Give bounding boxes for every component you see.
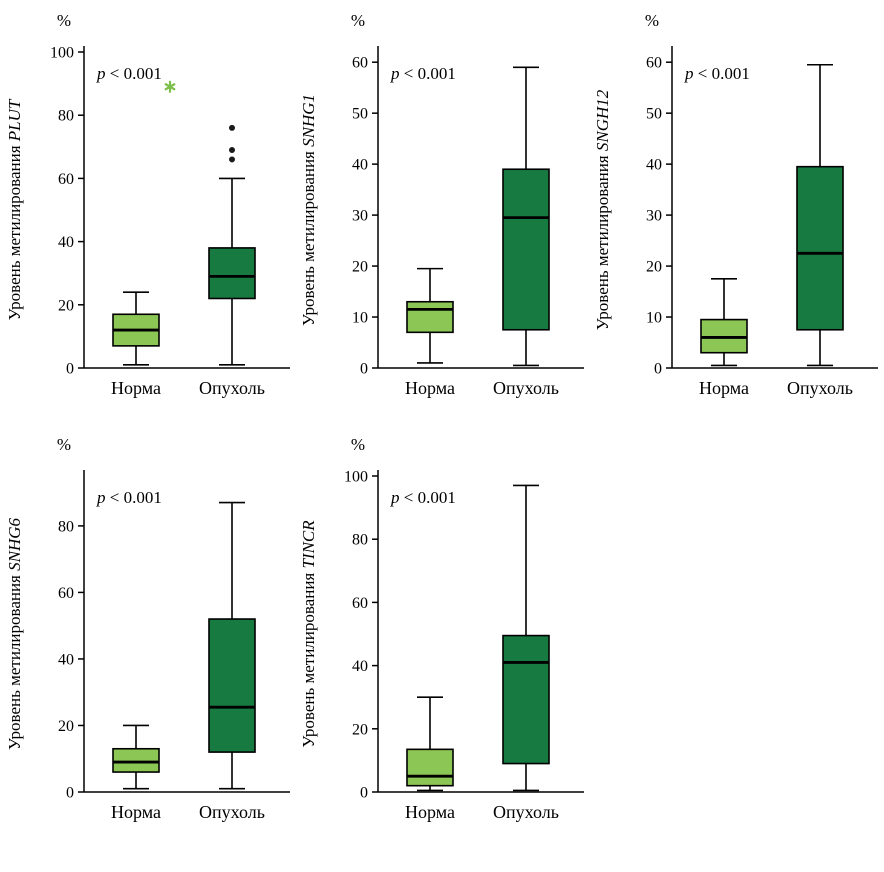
- y-tick-label: 0: [66, 361, 74, 378]
- category-label: Опухоль: [199, 378, 265, 398]
- category-label: Норма: [405, 802, 455, 822]
- y-tick-label: 40: [58, 234, 74, 251]
- category-label: Норма: [405, 378, 455, 398]
- y-tick-label: 20: [646, 259, 662, 276]
- box-opukhol: [502, 66, 550, 367]
- y-tick-label: 20: [58, 297, 74, 314]
- iqr-box: [208, 618, 256, 753]
- p-value-label: p < 0.001: [96, 64, 162, 83]
- y-tick-label: 10: [352, 310, 368, 327]
- box-opukhol: [502, 484, 550, 792]
- p-value-label: p < 0.001: [96, 488, 162, 507]
- panel-snhg1: % 0 10 20 30 40 50 60 Уровень метилирования SNHG…: [296, 6, 590, 430]
- category-label: Норма: [699, 378, 749, 398]
- extreme-outlier-star: [164, 83, 176, 91]
- y-tick-label: 60: [352, 595, 368, 612]
- y-tick-label: 20: [58, 718, 74, 735]
- y-tick-label: 80: [58, 108, 74, 125]
- y-tick-label: 60: [58, 585, 74, 602]
- y-tick-label: 20: [352, 259, 368, 276]
- unit-label: %: [57, 11, 71, 30]
- y-axis-title: Уровень метилирования SNHG1: [299, 94, 318, 326]
- y-tick-label: 40: [352, 658, 368, 675]
- box-norma: [700, 278, 748, 367]
- boxplot-svg-snhg6: % 0 20 40 60 80 Уровень метилирования SNHG6 p <…: [5, 435, 290, 822]
- outlier-point: [229, 124, 235, 131]
- y-tick-label: 40: [646, 157, 662, 174]
- y-tick-label: 10: [646, 310, 662, 327]
- box-norma: [406, 696, 454, 792]
- y-tick-label: 100: [344, 469, 368, 486]
- boxplot-svg-sngh12: % 0 10 20 30 40 50 60 Уровень метилирования SNGH…: [593, 11, 878, 398]
- panel-sngh12: % 0 10 20 30 40 50 60 Уровень метилирования SNGH…: [590, 6, 884, 430]
- p-value-label: p < 0.001: [390, 64, 456, 83]
- category-label: Опухоль: [199, 802, 265, 822]
- y-tick-label: 100: [50, 45, 74, 62]
- unit-label: %: [57, 435, 71, 454]
- category-label: Опухоль: [493, 802, 559, 822]
- y-tick-label: 20: [352, 721, 368, 738]
- category-label: Опухоль: [787, 378, 853, 398]
- p-value-label: p < 0.001: [390, 488, 456, 507]
- y-axis-title: Уровень метилирования SNGH12: [593, 89, 612, 330]
- y-tick-label: 40: [352, 157, 368, 174]
- iqr-box: [112, 747, 160, 773]
- p-value-label: p < 0.001: [684, 64, 750, 83]
- box-norma: [406, 267, 454, 364]
- boxplot-svg-tincr: % 0 20 40 60 80 100 Уровень метилирования TINCR…: [299, 435, 584, 822]
- y-axis-title: Уровень метилирования TINCR: [299, 520, 318, 748]
- box-norma: [112, 80, 176, 366]
- category-label: Опухоль: [493, 378, 559, 398]
- box-opukhol: [796, 63, 844, 367]
- y-tick-label: 60: [352, 55, 368, 72]
- iqr-box: [208, 247, 256, 300]
- y-tick-label: 40: [58, 651, 74, 668]
- y-tick-label: 30: [352, 208, 368, 225]
- y-tick-label: 80: [352, 532, 368, 549]
- y-axis-title: Уровень метилирования SNHG6: [5, 517, 24, 750]
- boxplot-svg-snhg1: % 0 10 20 30 40 50 60 Уровень метилирования SNHG…: [299, 11, 584, 398]
- unit-label: %: [645, 11, 659, 30]
- iqr-box: [406, 300, 454, 334]
- unit-label: %: [351, 11, 365, 30]
- y-tick-label: 30: [646, 208, 662, 225]
- panel-tincr: % 0 20 40 60 80 100 Уровень метилирования TINCR…: [296, 430, 590, 854]
- boxplot-svg-plut: % 0 20 40 60 80 100 Уровень метилирования PLUT p…: [5, 11, 290, 398]
- panel-grid: % 0 20 40 60 80 100 Уровень метилирования PLUT p…: [2, 6, 884, 854]
- y-tick-label: 0: [360, 785, 368, 802]
- outlier-point: [229, 146, 235, 153]
- y-tick-label: 80: [58, 518, 74, 535]
- box-opukhol: [208, 124, 256, 366]
- category-label: Норма: [111, 802, 161, 822]
- unit-label: %: [351, 435, 365, 454]
- y-tick-label: 0: [66, 785, 74, 802]
- y-tick-label: 50: [352, 106, 368, 123]
- y-tick-label: 0: [360, 361, 368, 378]
- y-tick-label: 60: [58, 171, 74, 188]
- iqr-box: [502, 168, 550, 331]
- y-tick-label: 60: [646, 55, 662, 72]
- iqr-box: [796, 165, 844, 331]
- iqr-box: [502, 634, 550, 765]
- y-tick-label: 0: [654, 361, 662, 378]
- y-axis-title: Уровень метилирования PLUT: [5, 98, 24, 320]
- panel-snhg6: % 0 20 40 60 80 Уровень метилирования SNHG6 p <…: [2, 430, 296, 854]
- box-opukhol: [208, 501, 256, 790]
- iqr-box: [406, 748, 454, 787]
- outlier-point: [229, 156, 235, 163]
- box-norma: [112, 724, 160, 790]
- panel-plut: % 0 20 40 60 80 100 Уровень метилирования PLUT p…: [2, 6, 296, 430]
- y-tick-label: 50: [646, 106, 662, 123]
- category-label: Норма: [111, 378, 161, 398]
